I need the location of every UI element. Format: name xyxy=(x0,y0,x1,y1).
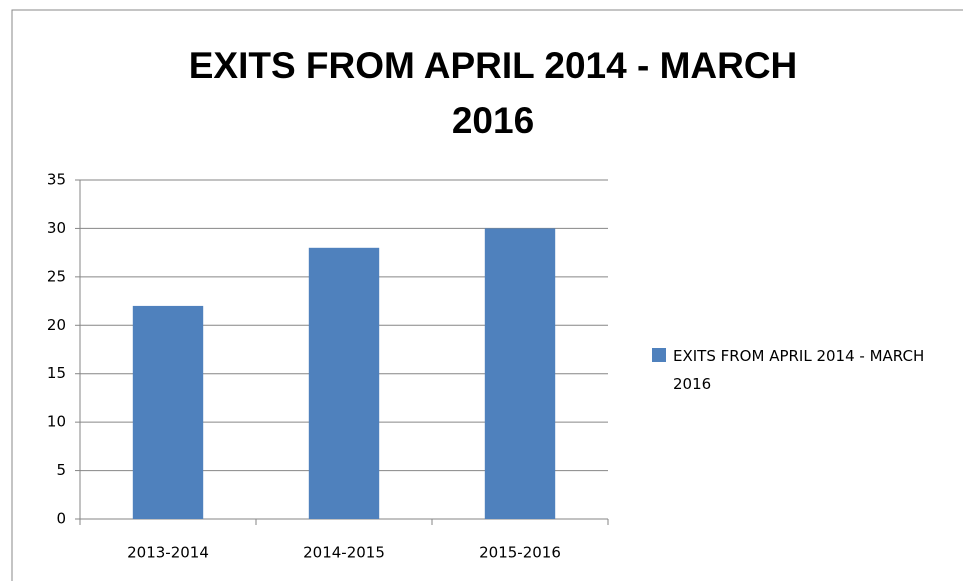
legend-label: EXITS FROM APRIL 2014 - MARCH 2016 xyxy=(673,347,925,393)
y-tick-label: 15 xyxy=(47,364,66,382)
legend-swatch xyxy=(652,348,666,362)
chart-title: EXITS FROM APRIL 2014 - MARCH 2016 xyxy=(188,45,798,141)
y-tick-label: 20 xyxy=(47,316,66,334)
y-tick-label: 35 xyxy=(47,171,66,189)
bar xyxy=(308,247,380,520)
y-tick-label: 5 xyxy=(56,461,66,479)
y-tick-label: 25 xyxy=(47,267,66,285)
legend: EXITS FROM APRIL 2014 - MARCH 2016 xyxy=(652,342,952,398)
bar xyxy=(132,305,204,519)
y-tick-label: 30 xyxy=(47,219,66,237)
y-tick-label: 0 xyxy=(56,510,66,528)
x-tick-label: 2013-2014 xyxy=(127,544,209,562)
chart-border xyxy=(11,9,963,581)
y-tick-label: 10 xyxy=(47,413,66,431)
x-tick-label: 2014-2015 xyxy=(303,544,385,562)
x-tick-label: 2015-2016 xyxy=(479,544,561,562)
bar xyxy=(484,228,556,519)
